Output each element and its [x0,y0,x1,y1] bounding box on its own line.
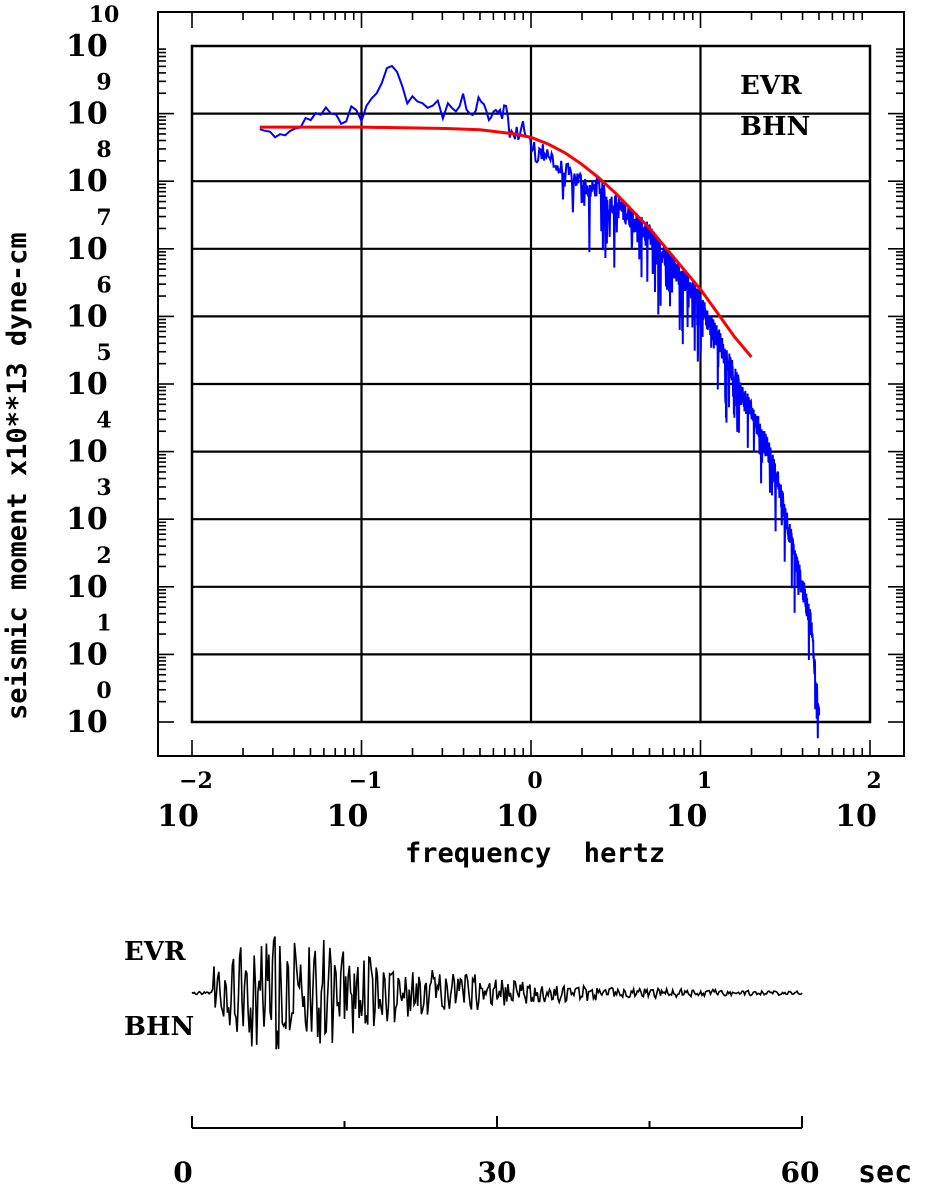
x-tick-base: 10 [157,799,199,834]
y-tick-base: 10 [66,637,108,672]
y-tick-exponent: 0 [96,678,111,704]
y-tick-base: 10 [66,502,108,537]
seismogram-trace [191,936,803,1050]
x-tick-exponent: 2 [866,768,881,794]
observed-spectrum-line [259,64,821,739]
x-tick-base: 10 [666,799,708,834]
time-unit: sec [858,1155,912,1184]
x-tick-exponent: 0 [527,768,542,794]
y-tick-base: 10 [66,367,108,402]
minor-ticks [158,12,904,756]
y-tick-base: 10 [66,570,108,605]
y-tick-exponent: 1 [96,610,111,636]
y-tick-base: 10 [66,29,108,64]
model-fit-line [259,125,753,358]
x-tick-labels: −2 10 −1 10 0 10 1 10 2 10 [157,768,882,834]
y-tick-exponent: 7 [96,205,111,231]
x-axis-label: frequency hertz [405,838,665,869]
x-tick-base: 10 [327,799,369,834]
y-axis-label: seismic moment x10**13 dyne-cm [2,232,33,720]
x-tick-exponent: 1 [697,768,712,794]
y-tick-exponent: 4 [96,408,111,434]
y-tick-exponent: 3 [96,475,111,501]
time-ticks [191,1116,803,1128]
y-tick-base: 10 [66,232,108,267]
y-tick-exponent: 8 [96,137,111,163]
y-tick-base: 10 [66,435,108,470]
seismogram-station: EVR [124,937,186,967]
x-tick-exponent: −1 [349,768,383,794]
y-tick-exponent: 6 [96,272,111,298]
y-tick-exponent: 2 [96,543,111,569]
y-tick-base: 10 [66,164,108,199]
x-tick-base: 10 [835,799,877,834]
x-tick-exponent: −2 [179,768,213,794]
legend-station: EVR [740,71,802,101]
time-tick-0: 0 [173,1156,192,1184]
legend-channel: BHN [740,112,810,142]
x-tick-base: 10 [496,799,538,834]
y-tick-exponent: 10 [89,2,120,28]
time-tick-60: 60 [781,1156,820,1184]
y-tick-exponent: 5 [96,340,111,366]
y-tick-base: 10 [66,705,108,740]
seismogram-channel: BHN [124,1012,194,1042]
y-tick-exponent: 9 [96,70,111,96]
grid [192,46,870,722]
y-tick-base: 10 [66,299,108,334]
time-tick-30: 30 [478,1156,517,1184]
y-tick-base: 10 [66,97,108,132]
